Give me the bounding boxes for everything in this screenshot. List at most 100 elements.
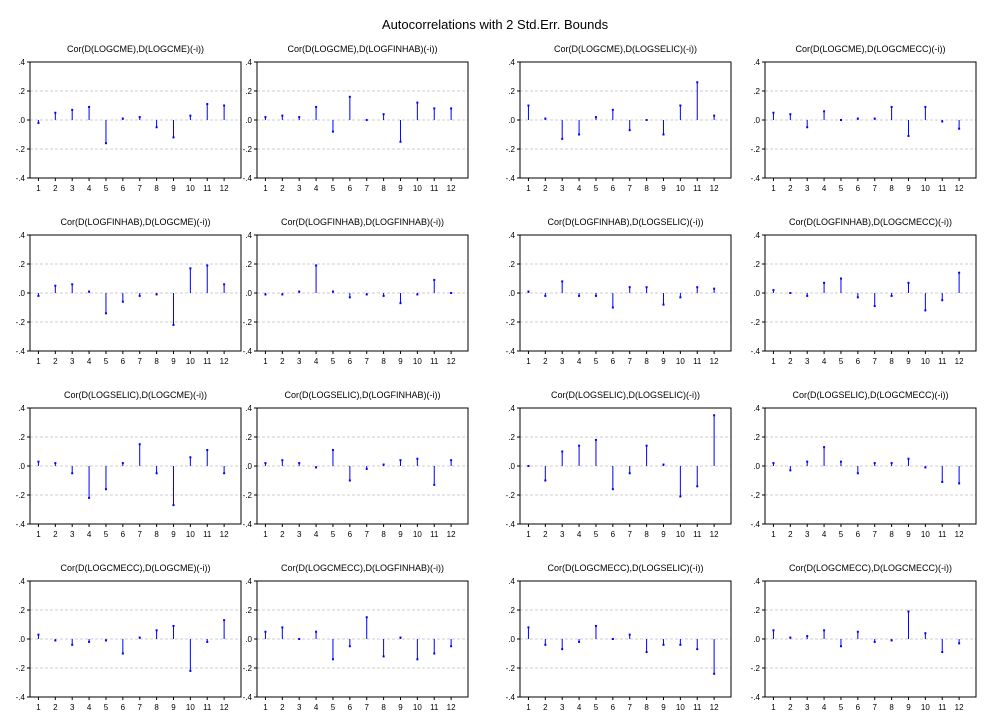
y-tick-label: .2 [245,606,252,615]
x-tick-label: 2 [788,184,793,193]
acf-point [662,643,665,646]
acf-point [331,658,334,661]
acf-point [696,648,699,651]
acf-point [121,462,124,465]
acf-point [527,104,530,107]
x-tick-label: 12 [447,357,456,366]
x-tick-label: 10 [921,357,930,366]
acf-point [645,651,648,654]
x-tick-label: 7 [872,530,877,539]
x-tick-label: 6 [348,703,353,712]
acf-point [578,133,581,136]
acf-point [696,485,699,488]
acf-point [628,286,631,289]
x-tick-label: 5 [839,530,844,539]
x-tick-label: 12 [955,184,964,193]
acf-point [628,129,631,132]
y-tick-label: .2 [245,87,252,96]
acf-point [138,443,141,446]
acf-point [206,103,209,106]
x-tick-label: 9 [398,357,403,366]
x-tick-label: 3 [297,530,302,539]
acf-point [172,504,175,507]
acf-point [281,459,284,462]
acf-point [941,299,944,302]
x-tick-label: 12 [220,184,229,193]
acf-point [806,460,809,463]
x-tick-label: 9 [906,357,911,366]
x-tick-label: 5 [594,703,599,712]
acf-point [189,669,192,672]
acf-point [138,636,141,639]
panel-title: Cor(D(LOGCMECC),D(LOGSELIC)(-i)) [548,563,704,573]
acf-point [433,483,436,486]
y-tick-label: -.2 [751,145,761,154]
acf-point [433,107,436,110]
acf-point [679,495,682,498]
panel-title: Cor(D(LOGSELIC),D(LOGFINHAB)(-i)) [284,390,440,400]
acf-point [578,640,581,643]
x-tick-label: 3 [70,184,75,193]
x-tick-label: 11 [693,184,702,193]
acf-point [189,267,192,270]
acf-point [839,645,842,648]
acf-point [561,450,564,453]
x-tick-label: 8 [154,703,159,712]
y-tick-label: -.4 [506,347,516,356]
x-tick-label: 4 [822,184,827,193]
acf-point [104,488,107,491]
y-tick-label: .2 [18,606,25,615]
x-tick-label: 4 [314,703,319,712]
x-tick-label: 4 [314,530,319,539]
acf-point [679,296,682,299]
acf-point [315,466,318,469]
x-tick-label: 5 [104,703,109,712]
correlogram-panel: Cor(D(LOGFINHAB),D(LOGSELIC)(-i)) .4 .2 .0 -… [506,217,732,366]
x-tick-label: 5 [331,184,336,193]
x-tick-label: 6 [611,530,616,539]
correlogram-panel: Cor(D(LOGSELIC),D(LOGFINHAB)(-i)) .4 .2 .0 -… [243,390,469,539]
panel-title: Cor(D(LOGCME),D(LOGSELIC)(-i)) [554,44,697,54]
y-tick-label: .0 [18,116,25,125]
x-tick-label: 6 [856,184,861,193]
acf-point [873,462,876,465]
x-tick-label: 8 [889,184,894,193]
acf-point [365,616,368,619]
acf-point [223,283,226,286]
y-tick-label: .4 [753,577,760,586]
x-tick-label: 5 [104,184,109,193]
x-tick-label: 7 [364,703,369,712]
x-tick-label: 9 [661,184,666,193]
acf-point [416,658,419,661]
x-tick-label: 11 [938,530,947,539]
y-tick-label: -.2 [16,664,26,673]
acf-point [924,632,927,635]
y-tick-label: .2 [508,87,515,96]
x-tick-label: 8 [644,703,649,712]
acf-point [628,472,631,475]
acf-point [37,294,40,297]
y-tick-label: .0 [753,462,760,471]
acf-point [382,113,385,116]
x-tick-label: 3 [805,184,810,193]
x-tick-label: 5 [104,357,109,366]
x-tick-label: 2 [788,703,793,712]
acf-point [856,472,859,475]
acf-point [713,287,716,290]
acf-point [264,116,267,119]
x-tick-label: 11 [203,184,212,193]
acf-point [789,292,792,294]
acf-point [37,460,40,463]
acf-point [172,624,175,627]
acf-point [890,639,893,642]
x-tick-label: 9 [661,357,666,366]
acf-point [88,290,91,293]
x-tick-label: 6 [348,184,353,193]
x-tick-label: 11 [430,703,439,712]
acf-point [789,636,792,639]
x-tick-label: 2 [53,357,58,366]
acf-point [88,640,91,643]
y-tick-label: .4 [508,58,515,67]
y-tick-label: .2 [753,260,760,269]
x-tick-label: 5 [839,184,844,193]
